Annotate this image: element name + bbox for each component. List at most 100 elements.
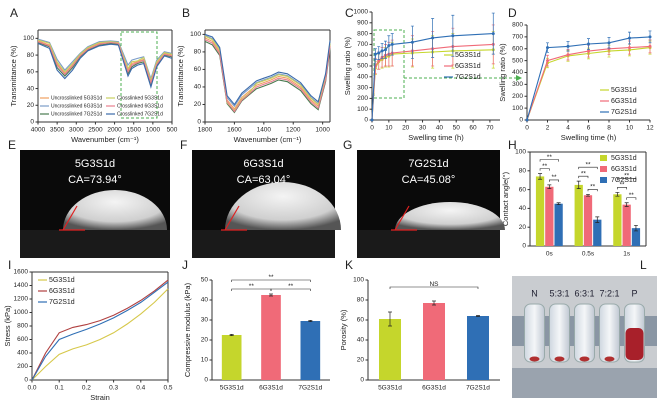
x-tick-label: 7G2S1d (466, 385, 490, 392)
error-bar (576, 180, 581, 190)
bar (221, 335, 242, 380)
significance-bracket (270, 288, 311, 291)
y-tick-label: 700 (357, 41, 368, 48)
y-tick-label: 0 (364, 117, 368, 124)
y-tick-label: 0 (204, 377, 208, 384)
y-tick-label: 40 (27, 85, 35, 92)
y-tick-label: 1400 (14, 282, 29, 289)
y-tick-label: 300 (512, 81, 523, 88)
y-tick-label: 80 (27, 52, 35, 59)
y-tick-label: 50 (201, 277, 209, 284)
significance-label: ** (551, 174, 557, 181)
y-tick-label: 800 (17, 323, 28, 330)
x-tick-label: 6G3S1d (259, 385, 283, 392)
tube (549, 303, 570, 363)
y-axis-label: Swelling ratio (%) (498, 43, 507, 102)
y-axis-label: Compressive modulus (kPa) (183, 282, 192, 377)
point (491, 32, 495, 36)
x-tick-label: 1500 (126, 127, 141, 134)
y-tick-label: 20 (519, 224, 527, 231)
x-tick-label: 30 (419, 125, 427, 132)
point (410, 40, 414, 44)
y-tick-label: 60 (27, 69, 35, 76)
point (628, 36, 631, 40)
significance-bracket (231, 279, 311, 282)
point (546, 59, 549, 63)
legend-label: 7G2S1d (611, 177, 637, 184)
x-tick-label: 1600 (227, 127, 242, 134)
error-bar (547, 184, 552, 190)
legend-label: 6G3S1d (455, 63, 481, 70)
legend-label: 5G3S1d (611, 155, 637, 162)
y-tick-label: 20 (27, 102, 35, 109)
x-tick-label: 0s (546, 251, 554, 258)
panel-label: G (343, 138, 352, 152)
series-line (37, 41, 173, 85)
significance-bracket (539, 159, 559, 162)
y-tick-label: 80 (519, 168, 527, 175)
y-axis-label: Porosity (%) (339, 309, 348, 350)
series-line (31, 288, 169, 381)
significance-bracket (389, 286, 479, 289)
bar (545, 186, 554, 246)
point (525, 118, 529, 122)
point (546, 46, 549, 50)
significance-bracket (617, 187, 627, 190)
x-tick-label: 1800 (198, 127, 213, 134)
error-bar (615, 192, 620, 197)
legend-label: Crosslinked 6G3S1d (117, 103, 163, 109)
bar (261, 295, 281, 380)
error-bar (538, 173, 543, 180)
significance-label: ** (624, 173, 630, 180)
legend-swatch (600, 155, 607, 161)
legend-label: 7G2S1d (49, 299, 75, 306)
substrate (20, 230, 170, 258)
error-bar (633, 224, 638, 232)
contact-angle: CA=73.94° (68, 174, 122, 186)
x-tick-label: 0.0 (27, 385, 36, 392)
x-tick-label: 6 (587, 125, 591, 132)
legend-label: Uncrosslinked 6G3S1d (51, 103, 102, 109)
legend-label: 5G3S1d (611, 87, 637, 94)
x-axis-label: Swelling time (h) (408, 133, 464, 142)
angle-lines (391, 205, 417, 231)
substrate (192, 230, 335, 258)
y-tick-label: 400 (357, 74, 368, 81)
x-tick-label: 12 (646, 125, 654, 132)
x-tick-label: 2500 (88, 127, 103, 134)
legend-label: Crosslinked 5G3S1d (117, 95, 163, 101)
bar (574, 184, 583, 246)
bar (467, 316, 489, 380)
bar (379, 319, 401, 380)
angle-lines (221, 205, 247, 231)
tube-label: 5:3:1 (549, 288, 569, 298)
y-tick-label: 200 (17, 363, 28, 370)
significance-bracket (587, 189, 598, 192)
y-tick-label: 1000 (354, 9, 369, 16)
y-tick-label: 300 (357, 84, 368, 91)
sediment (554, 356, 565, 362)
point (383, 48, 387, 52)
x-tick-label: 2 (546, 125, 550, 132)
y-tick-label: 40 (357, 337, 365, 344)
bar (300, 321, 321, 380)
panel-label: A (10, 6, 18, 20)
bar (622, 204, 631, 246)
significance-label: ** (542, 163, 548, 170)
x-tick-label: 5G3S1d (378, 385, 402, 392)
x-tick-label: 1000 (146, 127, 161, 134)
x-tick-label: 2000 (107, 127, 122, 134)
panel-label: K (345, 258, 353, 272)
rack-base (512, 368, 657, 398)
significance-label: ** (288, 283, 294, 290)
bar (535, 176, 545, 246)
point (607, 41, 611, 45)
tube-label: 6:3:1 (574, 288, 594, 298)
x-tick-label: 0.5s (582, 251, 595, 258)
x-tick-label: 0.5 (163, 385, 172, 392)
y-tick-label: 100 (190, 31, 201, 38)
y-tick-label: 200 (512, 93, 523, 100)
series-line (31, 281, 169, 381)
panel-label: I (8, 258, 11, 272)
legend-label: Crosslinked 7G2S1d (117, 111, 163, 117)
